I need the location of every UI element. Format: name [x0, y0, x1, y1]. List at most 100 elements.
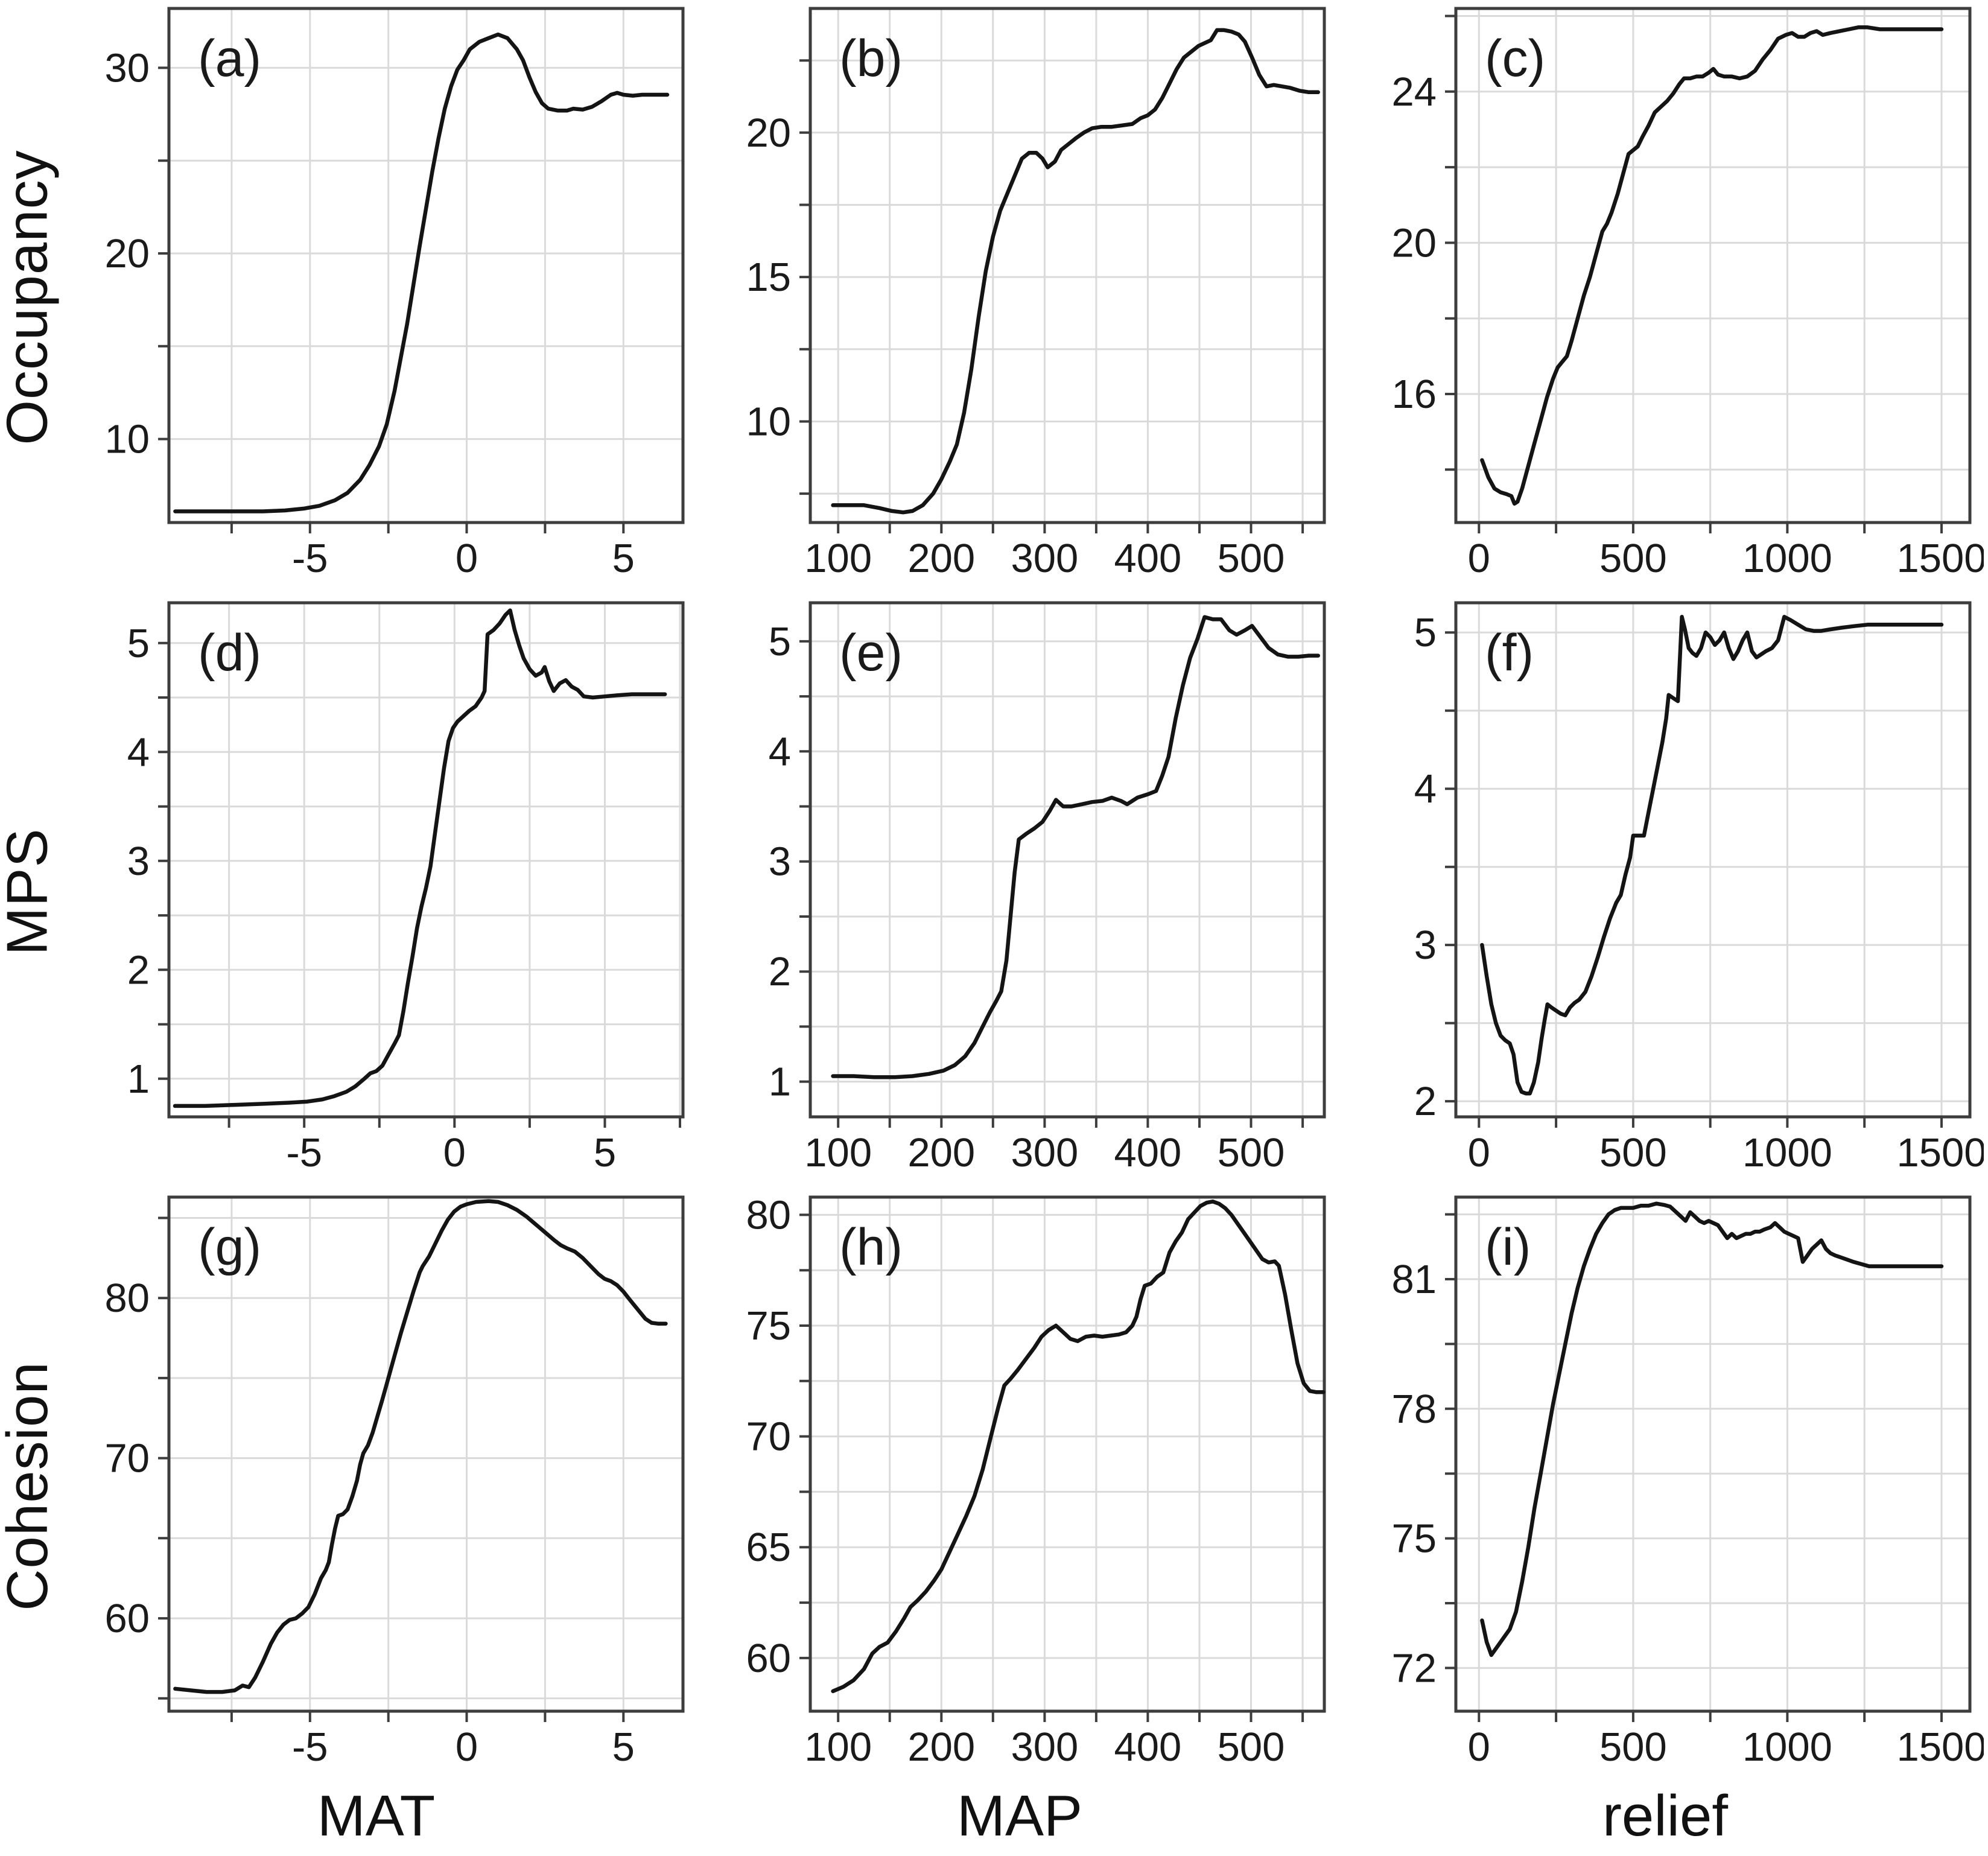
plot-border: [167, 1195, 685, 1713]
y-tick-label: 2: [769, 949, 791, 994]
y-tick-label: 30: [104, 45, 150, 91]
line-chart: -5 0 5 10 20 30 (a): [104, 7, 685, 581]
corner-spacer: [0, 1783, 56, 1856]
y-tick-label: 20: [1391, 220, 1437, 265]
x-tick-label: 500: [1218, 1130, 1285, 1175]
y-tick-label: 80: [104, 1276, 150, 1321]
x-tick-label: 300: [1011, 1724, 1079, 1770]
series-line: [1480, 1201, 1944, 1657]
x-tick-label: 0: [1468, 536, 1490, 581]
chart-panel-h: 100 200 300 400 500 60 65 70 75 80 (h): [697, 1189, 1342, 1783]
line-chart: 0 500 1000 1500 16 20 24 (c): [1391, 7, 1984, 581]
y-axis-label-text: Cohesion: [0, 1361, 60, 1611]
chart-panel-g: -5 0 5 60 70 80 (g): [56, 1189, 697, 1783]
y-tick-label: 5: [127, 621, 150, 666]
panel-letter: (d): [198, 624, 261, 682]
x-tick-label: 500: [1599, 1724, 1667, 1770]
x-tick-label: 500: [1218, 1724, 1285, 1770]
series-line: [1480, 25, 1944, 506]
x-tick-label: -5: [292, 536, 328, 581]
line-chart: -5 0 5 60 70 80 (g): [104, 1195, 685, 1770]
y-tick-label: 4: [1414, 766, 1437, 812]
y-tick-label: 4: [127, 729, 150, 775]
chart-panel-i: 0 500 1000 1500 72 75 78 81 (i): [1342, 1189, 1988, 1783]
y-tick-label: 2: [1414, 1079, 1437, 1124]
x-axis-label-text: relief: [1602, 1784, 1729, 1848]
panel-letter: (b): [839, 30, 903, 87]
chart-panel-c: 0 500 1000 1500 16 20 24 (c): [1342, 0, 1988, 594]
x-tick-label: 400: [1114, 1724, 1182, 1770]
chart-panel-a: -5 0 5 10 20 30 (a): [56, 0, 697, 594]
plot-border: [1454, 7, 1972, 524]
y-tick-label: 20: [104, 231, 150, 276]
x-tick-label: 200: [907, 536, 975, 581]
x-tick-label: 0: [1468, 1724, 1490, 1770]
x-tick-label: 5: [594, 1130, 616, 1175]
x-tick-label: 300: [1011, 1130, 1079, 1175]
series-line: [173, 32, 670, 513]
x-tick-label: 1500: [1896, 536, 1984, 581]
y-tick-label: 72: [1391, 1645, 1437, 1691]
x-tick-label: 300: [1011, 536, 1079, 581]
x-tick-label: 5: [612, 1724, 635, 1770]
chart-panel-d: -5 0 5 1 2 3 4 5 (d): [56, 594, 697, 1189]
x-tick-label: 500: [1599, 1130, 1667, 1175]
x-tick-label: 500: [1599, 536, 1667, 581]
panel-letter: (i): [1485, 1218, 1531, 1276]
y-tick-label: 78: [1391, 1387, 1437, 1432]
x-tick-label: 500: [1218, 536, 1285, 581]
x-tick-label: 1000: [1742, 1130, 1832, 1175]
plot-border: [808, 601, 1326, 1119]
y-tick-label: 15: [746, 255, 791, 300]
y-tick-label: 4: [769, 729, 791, 774]
y-tick-label: 5: [769, 619, 791, 664]
line-chart: -5 0 5 1 2 3 4 5 (d): [127, 601, 685, 1175]
x-tick-label: -5: [286, 1130, 322, 1175]
x-tick-label: 0: [1468, 1130, 1490, 1175]
x-tick-label: 400: [1114, 1130, 1182, 1175]
y-tick-label: 60: [746, 1636, 791, 1681]
series-line: [173, 608, 667, 1108]
plot-border: [1454, 601, 1972, 1119]
y-axis-label-text: Occupancy: [0, 149, 60, 445]
x-axis-label-text: MAT: [317, 1784, 436, 1848]
y-axis-label-occupancy: Occupancy: [0, 0, 60, 594]
panel-letter: (a): [198, 30, 261, 87]
y-tick-label: 10: [746, 399, 791, 445]
x-tick-label: 0: [443, 1130, 466, 1175]
x-tick-label: 1500: [1896, 1724, 1984, 1770]
series-line: [831, 28, 1320, 515]
plot-border: [808, 7, 1326, 524]
y-tick-label: 70: [104, 1436, 150, 1481]
y-tick-label: 60: [104, 1596, 150, 1641]
x-tick-label: 200: [907, 1130, 975, 1175]
chart-panel-f: 0 500 1000 1500 2 3 4 5 (f): [1342, 594, 1988, 1189]
y-axis-label-mps: MPS: [0, 594, 60, 1189]
line-chart: 100 200 300 400 500 10 15 20 (b): [746, 7, 1326, 581]
chart-panel-b: 100 200 300 400 500 10 15 20 (b): [697, 0, 1342, 594]
line-chart: 0 500 1000 1500 72 75 78 81 (i): [1391, 1195, 1984, 1770]
plot-border: [167, 7, 685, 524]
x-tick-label: 1000: [1742, 536, 1832, 581]
panel-letter: (f): [1485, 624, 1534, 682]
x-tick-label: -5: [292, 1724, 328, 1770]
x-tick-label: 1500: [1896, 1130, 1984, 1175]
y-tick-label: 65: [746, 1525, 791, 1570]
y-tick-label: 80: [746, 1192, 791, 1238]
y-tick-label: 81: [1391, 1257, 1437, 1302]
y-tick-label: 24: [1391, 69, 1437, 115]
panel-letter: (c): [1485, 30, 1545, 87]
plot-border: [1454, 1195, 1972, 1713]
y-tick-label: 5: [1414, 610, 1437, 655]
x-tick-label: 400: [1114, 536, 1182, 581]
line-chart: 100 200 300 400 500 1 2 3 4 5 (e): [769, 601, 1326, 1175]
y-tick-label: 1: [769, 1060, 791, 1105]
y-axis-label-cohesion: Cohesion: [0, 1189, 60, 1783]
series-line: [173, 1199, 668, 1694]
y-tick-label: 16: [1391, 372, 1437, 417]
x-tick-label: 0: [456, 1724, 478, 1770]
x-tick-label: 5: [612, 536, 635, 581]
y-tick-label: 70: [746, 1414, 791, 1460]
y-tick-label: 20: [746, 110, 791, 156]
y-tick-label: 3: [127, 839, 150, 884]
